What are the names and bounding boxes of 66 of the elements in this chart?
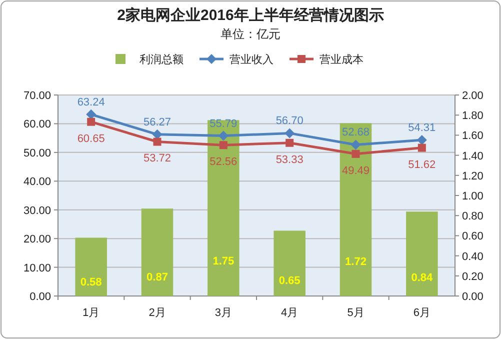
- data-label: 0.87: [146, 271, 168, 284]
- y-tick-label: 50.00: [23, 147, 51, 160]
- y-tick-label: 40.00: [23, 176, 51, 188]
- point: [152, 129, 162, 140]
- point: [418, 144, 426, 152]
- point: [284, 128, 295, 138]
- y2-tick-label: 0.40: [462, 250, 484, 263]
- y2-tick-label: 1.40: [462, 150, 484, 162]
- chart-subtitle: 单位：亿元: [220, 27, 280, 41]
- y-tick-label: 20.00: [23, 234, 51, 246]
- data-label: 56.27: [143, 116, 172, 128]
- chart-title: 2家电网企业2016年上半年经营情况图示: [117, 6, 384, 24]
- y2-tick-label: 0.20: [462, 270, 484, 283]
- data-label: 0.84: [411, 272, 434, 284]
- y2-tick-label: 1.60: [462, 130, 484, 142]
- data-label: 1.75: [212, 255, 234, 268]
- data-label: 1.72: [345, 256, 366, 268]
- point: [286, 138, 294, 147]
- x-tick-label: 1月: [82, 307, 100, 319]
- data-label: 56.70: [276, 115, 304, 128]
- y2-tick-label: 1.20: [462, 170, 484, 182]
- legend-label: 营业收入: [230, 53, 274, 66]
- point: [352, 150, 360, 158]
- y-tick-label: 0.00: [30, 291, 51, 303]
- y2-tick-label: 2.00: [462, 90, 484, 102]
- point: [86, 109, 96, 120]
- data-label: 52.68: [342, 126, 370, 139]
- x-tick-label: 4月: [281, 307, 298, 319]
- point: [350, 140, 361, 150]
- data-label: 0.65: [278, 275, 300, 288]
- data-label: 60.65: [77, 132, 105, 145]
- y2-tick-label: 0.60: [462, 230, 484, 243]
- x-tick-label: 5月: [347, 307, 364, 319]
- point: [153, 138, 162, 146]
- data-label: 53.33: [276, 154, 304, 166]
- x-tick-label: 3月: [214, 307, 232, 319]
- point: [416, 135, 427, 146]
- point: [218, 130, 228, 141]
- data-label: 49.49: [342, 164, 370, 177]
- y2-tick-label: 1.00: [462, 190, 484, 202]
- x-tick-label: 2月: [148, 307, 166, 319]
- data-label: 63.24: [77, 96, 105, 108]
- y2-tick-label: 0.80: [462, 210, 484, 223]
- y2-tick-label: 1.80: [462, 110, 484, 122]
- y-tick-label: 30.00: [23, 204, 51, 217]
- data-label: 0.58: [80, 276, 102, 289]
- legend-label: 利润总额: [140, 53, 184, 66]
- legend-label: 营业成本: [320, 53, 364, 66]
- point: [219, 141, 228, 150]
- y-tick-label: 70.00: [23, 90, 51, 102]
- point: [87, 118, 96, 126]
- data-label: 53.72: [143, 152, 172, 165]
- x-tick-label: 6月: [413, 307, 430, 319]
- data-label: 52.56: [210, 156, 238, 168]
- bar: [340, 123, 372, 296]
- y-tick-label: 10.00: [23, 262, 51, 274]
- bar: [274, 230, 306, 296]
- bar: [141, 208, 174, 296]
- y-tick-label: 60.00: [23, 118, 51, 131]
- bar: [75, 238, 107, 296]
- bar: [208, 120, 240, 296]
- y2-tick-label: 0.00: [462, 291, 484, 303]
- data-label: 51.62: [408, 158, 436, 171]
- data-label: 54.31: [408, 122, 436, 134]
- bar: [406, 212, 438, 296]
- data-label: 55.79: [210, 118, 238, 130]
